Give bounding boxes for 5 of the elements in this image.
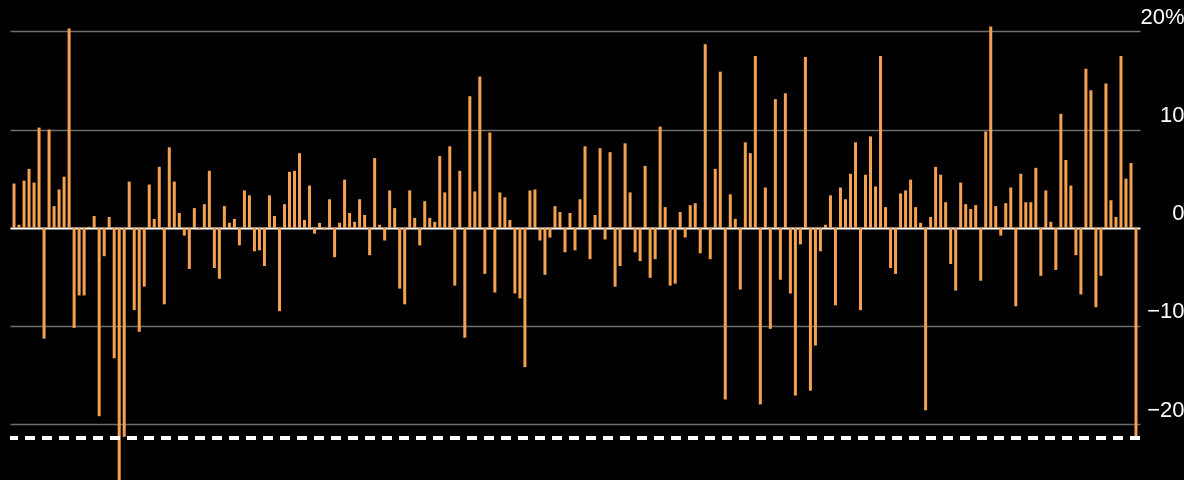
y-tick-label: −10 — [1147, 298, 1185, 324]
y-tick-label: 0 — [1172, 200, 1185, 226]
y-tick-label: −20 — [1147, 396, 1185, 422]
y-tick-label: 10 — [1160, 102, 1185, 128]
y-tick-label: 20% — [1140, 3, 1185, 29]
